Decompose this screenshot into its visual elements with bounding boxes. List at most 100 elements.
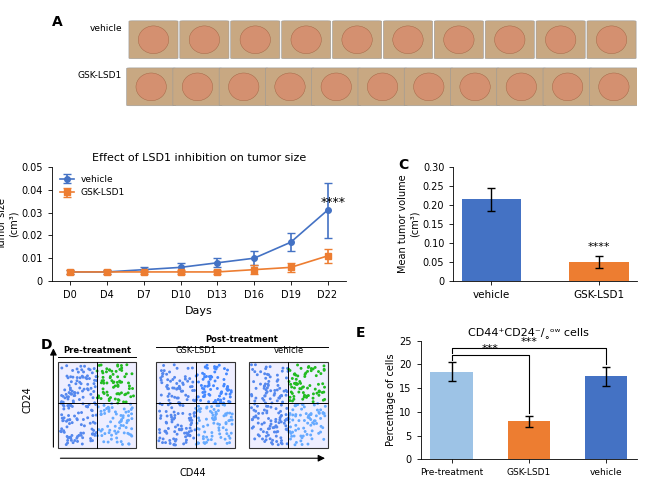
Point: [67, 403, 77, 411]
Point: [269, 428, 280, 436]
Point: [296, 365, 306, 372]
Point: [313, 380, 324, 388]
Point: [315, 406, 326, 414]
Point: [219, 412, 229, 420]
Point: [218, 424, 228, 432]
Point: [222, 384, 233, 392]
Point: [294, 388, 304, 396]
FancyBboxPatch shape: [497, 68, 546, 106]
Point: [285, 397, 295, 405]
Point: [90, 401, 101, 409]
Point: [124, 385, 135, 393]
Point: [87, 369, 98, 377]
Point: [169, 361, 179, 369]
Point: [306, 411, 316, 418]
Point: [291, 371, 301, 379]
Point: [116, 412, 126, 419]
Point: [267, 436, 278, 444]
Point: [164, 437, 175, 445]
Point: [185, 431, 195, 439]
Point: [168, 384, 178, 392]
FancyBboxPatch shape: [312, 68, 361, 106]
Point: [211, 408, 221, 416]
Point: [282, 426, 293, 434]
Point: [153, 437, 164, 445]
Point: [94, 392, 104, 400]
Point: [57, 414, 68, 422]
Point: [274, 409, 284, 417]
Point: [181, 391, 191, 399]
Ellipse shape: [291, 26, 321, 53]
Point: [101, 368, 112, 376]
Point: [207, 429, 217, 437]
Point: [185, 432, 195, 440]
Point: [161, 419, 172, 427]
Point: [246, 391, 257, 399]
Point: [251, 412, 261, 420]
Point: [89, 376, 99, 384]
Point: [177, 387, 188, 395]
Point: [120, 373, 130, 381]
Point: [219, 365, 229, 372]
FancyBboxPatch shape: [485, 21, 534, 59]
Point: [164, 396, 174, 404]
Point: [306, 421, 316, 429]
Point: [116, 367, 127, 374]
Point: [98, 373, 109, 381]
Point: [183, 365, 193, 372]
Point: [246, 392, 257, 400]
Point: [259, 396, 269, 404]
Point: [283, 428, 294, 436]
Point: [83, 372, 93, 380]
Point: [304, 412, 314, 420]
Point: [254, 432, 265, 440]
Point: [94, 426, 104, 434]
Point: [85, 366, 96, 374]
Point: [185, 374, 195, 382]
Point: [188, 396, 199, 404]
Point: [298, 383, 308, 391]
Point: [261, 436, 271, 444]
Point: [62, 372, 72, 380]
Point: [187, 382, 198, 390]
Point: [274, 394, 284, 402]
Point: [73, 389, 83, 397]
Point: [287, 383, 297, 391]
Point: [122, 417, 133, 425]
Point: [57, 425, 67, 433]
Point: [187, 416, 197, 424]
Point: [277, 367, 287, 375]
Point: [104, 406, 114, 414]
Point: [174, 384, 185, 392]
Point: [76, 421, 86, 429]
Point: [279, 419, 289, 427]
Ellipse shape: [240, 26, 270, 53]
Point: [258, 428, 268, 436]
Point: [172, 385, 182, 393]
Point: [290, 441, 300, 449]
Point: [70, 389, 80, 397]
Point: [317, 380, 328, 388]
FancyBboxPatch shape: [180, 21, 229, 59]
Point: [59, 414, 70, 422]
Point: [205, 372, 216, 380]
Point: [86, 437, 96, 445]
Point: [57, 398, 67, 406]
Point: [250, 400, 260, 408]
Point: [127, 384, 138, 392]
Point: [227, 420, 237, 428]
Point: [288, 406, 298, 414]
Point: [192, 424, 203, 432]
Point: [177, 410, 188, 417]
Point: [86, 390, 96, 398]
Point: [303, 413, 313, 421]
Point: [187, 387, 198, 395]
Ellipse shape: [136, 73, 166, 101]
Point: [216, 398, 226, 406]
Point: [209, 382, 219, 390]
Point: [162, 381, 172, 389]
Point: [250, 435, 260, 443]
Point: [318, 409, 328, 416]
Point: [81, 374, 91, 382]
FancyBboxPatch shape: [587, 21, 636, 59]
